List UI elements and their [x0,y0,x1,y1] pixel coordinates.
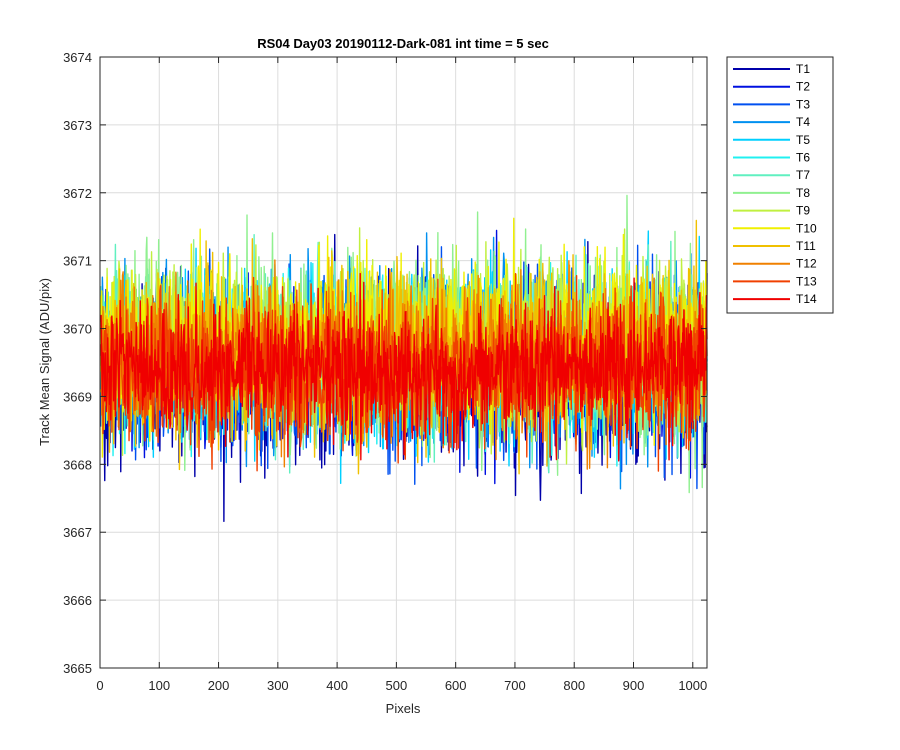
legend-label-t10: T10 [796,221,817,235]
series-line-t14 [99,272,708,462]
legend: T1 T2 T3 T4 T5 T6 T7 T8 T9 T10 T11 T12 T13 T14 [726,56,834,314]
legend-label-t9: T9 [796,204,810,218]
y-tick-label: 3672 [63,186,92,201]
x-axis-label: Pixels [386,701,421,716]
x-tick-label: 700 [504,678,526,693]
x-tick-label: 800 [563,678,585,693]
y-tick-label: 3667 [63,525,92,540]
legend-label-t12: T12 [796,257,817,271]
x-tick-label: 200 [208,678,230,693]
x-tick-label: 600 [445,678,467,693]
chart-title: RS04 Day03 20190112-Dark-081 int time = … [257,36,549,51]
x-tick-label: 400 [326,678,348,693]
legend-label-t8: T8 [796,186,810,200]
y-tick-label: 3671 [63,254,92,269]
x-tick-label: 900 [623,678,645,693]
y-axis-label: Track Mean Signal (ADU/pix) [37,278,52,446]
y-tick-label: 3673 [63,118,92,133]
y-tick-label: 3670 [63,322,92,337]
legend-label-t14: T14 [796,292,817,306]
y-tick-label: 3665 [63,661,92,676]
legend-label-t4: T4 [796,115,810,129]
legend-label-t13: T13 [796,274,817,288]
x-tick-label: 0 [96,678,103,693]
legend-label-t3: T3 [796,97,810,111]
plot-frame [99,56,708,669]
x-tick-label: 500 [386,678,408,693]
y-tick-label: 3669 [63,389,92,404]
x-tick-label: 300 [267,678,289,693]
y-tick-label: 3666 [63,593,92,608]
y-tick-label: 3668 [63,457,92,472]
x-tick-label: 100 [148,678,170,693]
legend-label-t6: T6 [796,151,810,165]
data-series [99,194,708,523]
legend-box [726,56,834,314]
axes: 0 100 200 300 400 500 600 700 800 900 1000 3665 3666… [63,50,707,693]
legend-label-t2: T2 [796,80,810,94]
legend-label-t7: T7 [796,168,810,182]
x-tick-label: 1000 [678,678,707,693]
legend-label-t11: T11 [796,239,816,253]
legend-label-t1: T1 [796,62,810,76]
y-tick-label: 3674 [63,50,92,65]
legend-label-t5: T5 [796,133,810,147]
